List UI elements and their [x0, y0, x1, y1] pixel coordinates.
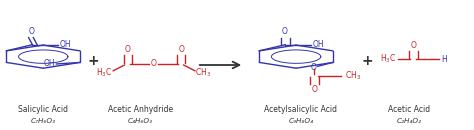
Text: O: O	[28, 27, 35, 36]
Text: CH$_3$: CH$_3$	[345, 69, 361, 82]
Text: O: O	[125, 45, 131, 54]
Text: O: O	[150, 59, 156, 68]
Text: C₉H₈O₄: C₉H₈O₄	[288, 118, 313, 124]
Text: OH: OH	[44, 59, 55, 69]
Text: C₄H₆O₃: C₄H₆O₃	[128, 118, 153, 124]
Text: O: O	[282, 27, 287, 36]
Text: O: O	[311, 85, 318, 94]
Text: CH$_3$: CH$_3$	[195, 66, 211, 79]
Text: H: H	[441, 55, 447, 64]
Text: Acetic Anhydride: Acetic Anhydride	[108, 105, 173, 114]
Text: Salicylic Acid: Salicylic Acid	[18, 105, 68, 114]
Text: O: O	[178, 45, 184, 54]
Text: +: +	[87, 54, 99, 68]
Text: O: O	[410, 41, 416, 50]
Text: OH: OH	[313, 40, 324, 49]
Text: C₇H₆O₃: C₇H₆O₃	[31, 118, 56, 124]
Text: Acetylsalicylic Acid: Acetylsalicylic Acid	[264, 105, 337, 114]
Text: C₂H₄O₂: C₂H₄O₂	[397, 118, 422, 124]
Text: H$_3$C: H$_3$C	[380, 53, 396, 66]
Text: +: +	[361, 54, 373, 68]
Text: Acetic Acid: Acetic Acid	[388, 105, 430, 114]
Text: O: O	[311, 63, 317, 72]
Text: OH: OH	[60, 40, 72, 49]
Text: H$_3$C: H$_3$C	[97, 66, 113, 79]
